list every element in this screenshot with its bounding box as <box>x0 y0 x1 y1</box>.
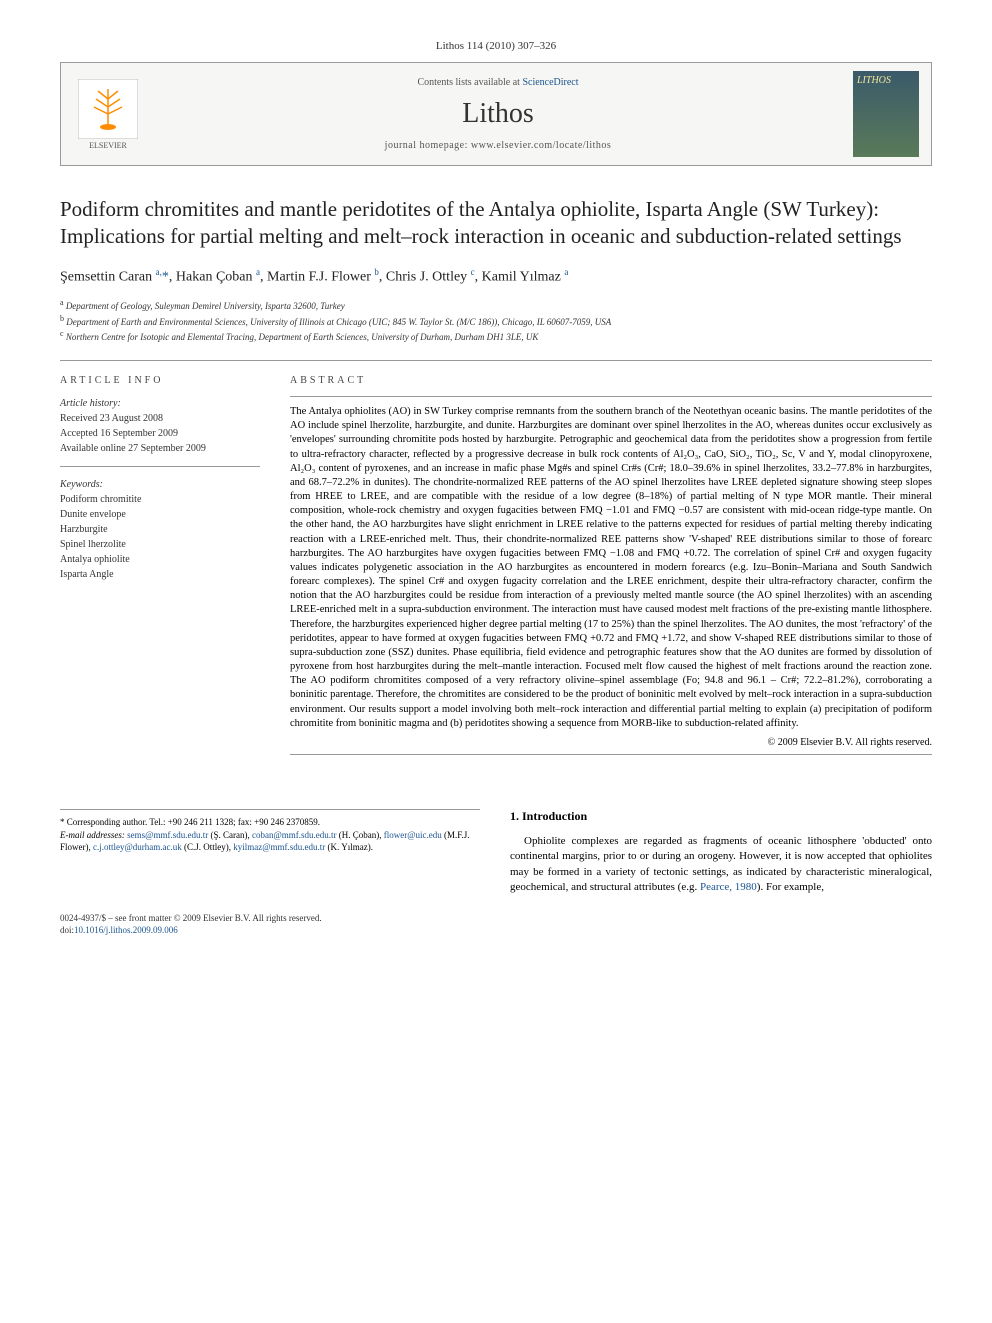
keyword: Antalya ophiolite <box>60 552 260 567</box>
keywords-label: Keywords: <box>60 477 260 492</box>
corr-label: Corresponding author. Tel.: +90 246 211 … <box>67 817 320 827</box>
divider <box>290 396 932 397</box>
introduction-column: 1. Introduction Ophiolite complexes are … <box>510 809 932 896</box>
corresponding-line: * Corresponding author. Tel.: +90 246 21… <box>60 816 480 829</box>
doi-label: doi: <box>60 925 74 935</box>
doi-line: doi:10.1016/j.lithos.2009.09.006 <box>60 924 932 937</box>
contents-prefix: Contents lists available at <box>417 77 522 88</box>
divider <box>290 754 932 755</box>
article-history-block: Article history: Received 23 August 2008… <box>60 396 260 467</box>
email-name: (H. Çoban), <box>336 830 383 840</box>
divider <box>60 360 932 361</box>
keyword: Spinel lherzolite <box>60 537 260 552</box>
email-name: (Ş. Caran), <box>208 830 252 840</box>
lower-section: * Corresponding author. Tel.: +90 246 21… <box>60 809 932 896</box>
issn-line: 0024-4937/$ – see front matter © 2009 El… <box>60 912 932 925</box>
publisher-name: ELSEVIER <box>89 141 127 150</box>
keyword: Isparta Angle <box>60 567 260 582</box>
cover-title: LITHOS <box>857 75 891 86</box>
sciencedirect-link[interactable]: ScienceDirect <box>522 77 578 88</box>
intro-heading: 1. Introduction <box>510 809 932 824</box>
journal-banner: ELSEVIER Contents lists available at Sci… <box>60 62 932 166</box>
keyword: Harzburgite <box>60 522 260 537</box>
publisher-logo-block: ELSEVIER <box>73 79 143 150</box>
online-date: Available online 27 September 2009 <box>60 441 260 456</box>
homepage-prefix: journal homepage: <box>385 140 471 151</box>
abstract-text: The Antalya ophiolites (AO) in SW Turkey… <box>290 405 932 731</box>
article-title: Podiform chromitites and mantle peridoti… <box>60 196 932 251</box>
journal-name: Lithos <box>143 98 853 130</box>
intro-text-after: ). For example, <box>757 881 824 893</box>
corresponding-author-block: * Corresponding author. Tel.: +90 246 21… <box>60 809 480 896</box>
keyword: Podiform chromitite <box>60 492 260 507</box>
abstract-copyright: © 2009 Elsevier B.V. All rights reserved… <box>290 737 932 748</box>
affiliation-b: b Department of Earth and Environmental … <box>60 313 932 329</box>
email-link[interactable]: c.j.ottley@durham.ac.uk <box>93 842 182 852</box>
contents-available-line: Contents lists available at ScienceDirec… <box>143 77 853 88</box>
citation-link[interactable]: Pearce, 1980 <box>700 881 757 893</box>
info-abstract-row: ARTICLE INFO Article history: Received 2… <box>60 375 932 769</box>
page-footer: 0024-4937/$ – see front matter © 2009 El… <box>60 912 932 937</box>
intro-paragraph: Ophiolite complexes are regarded as frag… <box>510 834 932 896</box>
email-label: E-mail addresses: <box>60 830 125 840</box>
email-name: (K. Yılmaz). <box>325 842 373 852</box>
email-link[interactable]: flower@uic.edu <box>384 830 442 840</box>
article-info-column: ARTICLE INFO Article history: Received 2… <box>60 375 260 769</box>
journal-citation: Lithos 114 (2010) 307–326 <box>60 40 932 52</box>
elsevier-tree-logo <box>78 79 138 139</box>
abstract-column: ABSTRACT The Antalya ophiolites (AO) in … <box>290 375 932 769</box>
email-link[interactable]: sems@mmf.sdu.edu.tr <box>127 830 208 840</box>
journal-homepage-line: journal homepage: www.elsevier.com/locat… <box>143 140 853 151</box>
keywords-block: Keywords: Podiform chromitite Dunite env… <box>60 477 260 592</box>
homepage-url: www.elsevier.com/locate/lithos <box>471 140 611 151</box>
email-addresses: E-mail addresses: sems@mmf.sdu.edu.tr (Ş… <box>60 829 480 854</box>
journal-cover-thumbnail: LITHOS <box>853 71 919 157</box>
corr-star: * <box>60 817 65 827</box>
article-info-label: ARTICLE INFO <box>60 375 260 386</box>
affiliation-c: c Northern Centre for Isotopic and Eleme… <box>60 328 932 344</box>
email-link[interactable]: kyilmaz@mmf.sdu.edu.tr <box>233 842 325 852</box>
abstract-label: ABSTRACT <box>290 375 932 386</box>
banner-center: Contents lists available at ScienceDirec… <box>143 77 853 151</box>
accepted-date: Accepted 16 September 2009 <box>60 426 260 441</box>
affiliations: a Department of Geology, Suleyman Demire… <box>60 297 932 344</box>
keyword: Dunite envelope <box>60 507 260 522</box>
doi-link[interactable]: 10.1016/j.lithos.2009.09.006 <box>74 925 178 935</box>
email-link[interactable]: coban@mmf.sdu.edu.tr <box>252 830 337 840</box>
email-name: (C.J. Ottley), <box>182 842 234 852</box>
received-date: Received 23 August 2008 <box>60 411 260 426</box>
affiliation-a: a Department of Geology, Suleyman Demire… <box>60 297 932 313</box>
author-list: Şemsettin Caran a,*, Hakan Çoban a, Mart… <box>60 267 932 286</box>
history-label: Article history: <box>60 396 260 411</box>
